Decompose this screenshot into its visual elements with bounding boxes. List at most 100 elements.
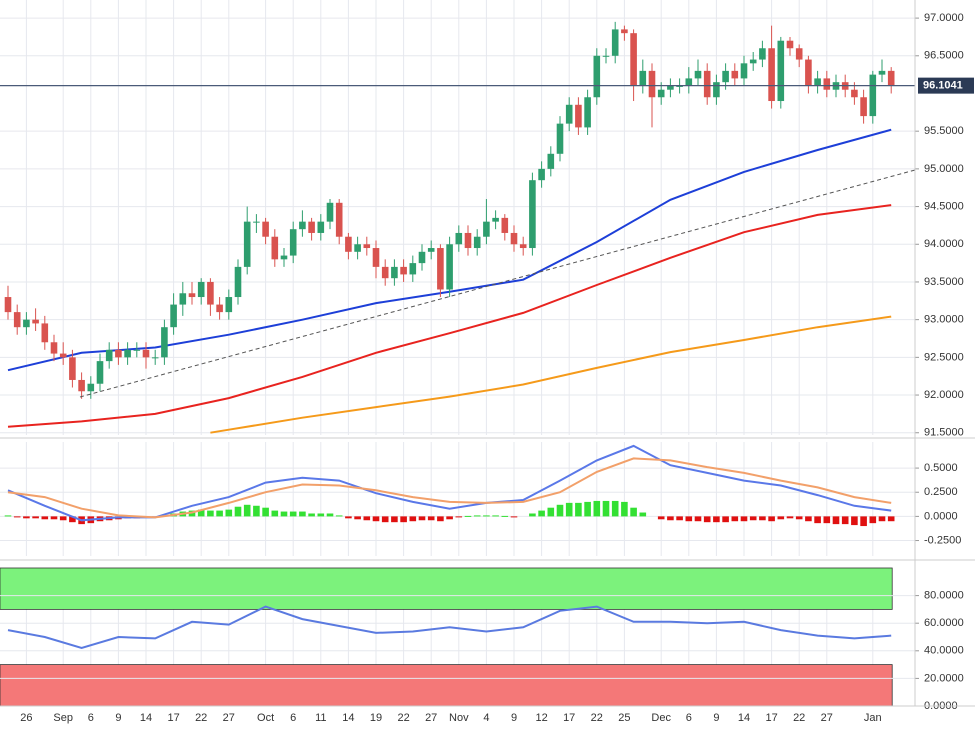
x-tick-label: 27	[821, 712, 833, 724]
candle-body	[216, 304, 223, 313]
histogram-bar	[345, 516, 352, 519]
x-tick-label: 22	[195, 712, 207, 724]
x-tick-label: 9	[115, 712, 121, 724]
histogram-bar	[630, 507, 637, 517]
candle-body	[354, 244, 361, 252]
rsi-band	[0, 664, 893, 707]
y-tick-label: 0.0000	[924, 510, 958, 522]
y-tick-label: 94.0000	[924, 238, 964, 250]
histogram-bar	[565, 502, 573, 517]
histogram-bar	[464, 515, 472, 517]
moving-average	[210, 315, 892, 434]
candle-body	[446, 244, 453, 290]
histogram-bar	[786, 516, 794, 519]
histogram-bar	[280, 511, 288, 517]
histogram-bar	[676, 516, 683, 521]
candle-body	[473, 236, 481, 249]
histogram-bar	[243, 504, 251, 517]
candle-body	[170, 304, 177, 328]
histogram-bar	[59, 516, 67, 521]
candle-body	[179, 293, 187, 305]
histogram-bar	[851, 516, 858, 526]
candle-body	[345, 236, 352, 252]
x-tick-label: 4	[483, 712, 489, 724]
candle-body	[418, 251, 426, 264]
candle-body	[768, 48, 775, 102]
candle-body	[492, 217, 499, 222]
candle-body	[262, 221, 269, 237]
y-tick-label: 93.0000	[924, 314, 964, 326]
x-tick-label: 9	[713, 712, 719, 724]
candle-body	[280, 255, 288, 260]
y-tick-label: 40.0000	[924, 645, 964, 657]
moving-average	[7, 204, 892, 428]
histogram-bar	[216, 510, 223, 517]
histogram-bar	[795, 516, 803, 520]
histogram-bar	[593, 500, 601, 517]
candle-body	[519, 244, 527, 249]
histogram-bar	[41, 516, 49, 520]
y-tick-label: 92.0000	[924, 389, 964, 401]
x-tick-label: 6	[88, 712, 94, 724]
histogram-bar	[657, 516, 665, 520]
candle-body	[372, 248, 380, 267]
candle-body	[326, 202, 334, 222]
candle-body	[363, 244, 371, 249]
candle-body	[694, 70, 702, 79]
candle-body	[713, 82, 720, 98]
candle-body	[317, 221, 325, 233]
candle-body	[225, 297, 233, 313]
histogram-bar	[777, 516, 785, 520]
candle-body	[271, 236, 279, 260]
x-tick-label: 19	[370, 712, 382, 724]
histogram-bar	[308, 513, 315, 517]
candle-body	[87, 383, 95, 392]
candle-body	[814, 78, 821, 86]
y-tick-label: 95.0000	[924, 163, 964, 175]
y-tick-label: 96.5000	[924, 50, 964, 62]
candle-body	[299, 221, 306, 230]
candle-body	[69, 357, 76, 380]
candle-body	[105, 349, 113, 362]
candle-body	[777, 40, 785, 102]
candle-body	[32, 319, 39, 324]
candle-body	[538, 168, 545, 181]
candle-body	[510, 232, 518, 245]
candle-body	[805, 59, 812, 86]
histogram-bar	[510, 516, 518, 518]
y-tick-label: 94.5000	[924, 200, 964, 212]
last-price-label: 96.1041	[923, 80, 963, 92]
x-tick-label: 27	[223, 712, 235, 724]
x-tick-label: 6	[290, 712, 296, 724]
x-tick-label: 26	[20, 712, 32, 724]
y-tick-label: 92.5000	[924, 351, 964, 363]
histogram-bar	[759, 516, 766, 521]
histogram-bar	[363, 516, 371, 521]
candle-body	[547, 153, 555, 169]
candle-body	[795, 48, 803, 60]
y-tick-label: 0.2500	[924, 486, 958, 498]
histogram-bar	[621, 501, 628, 517]
candle-body	[667, 85, 674, 90]
candle-body	[722, 70, 729, 83]
candle-body	[529, 180, 536, 249]
x-tick-label: 25	[618, 712, 630, 724]
histogram-bar	[326, 513, 334, 517]
histogram-bar	[492, 515, 499, 517]
histogram-bar	[197, 509, 205, 517]
histogram-bar	[50, 516, 58, 520]
macd-line	[7, 457, 892, 519]
histogram-bar	[878, 516, 886, 522]
x-tick-label: 14	[342, 712, 354, 724]
histogram-bar	[32, 516, 39, 519]
histogram-bar	[501, 515, 509, 517]
candle-body	[188, 293, 196, 298]
trend-line	[79, 169, 916, 398]
histogram-bar	[4, 515, 12, 517]
candle-body	[391, 266, 398, 279]
histogram-bar	[860, 516, 867, 527]
x-tick-label: 12	[535, 712, 547, 724]
histogram-bar	[611, 500, 619, 517]
